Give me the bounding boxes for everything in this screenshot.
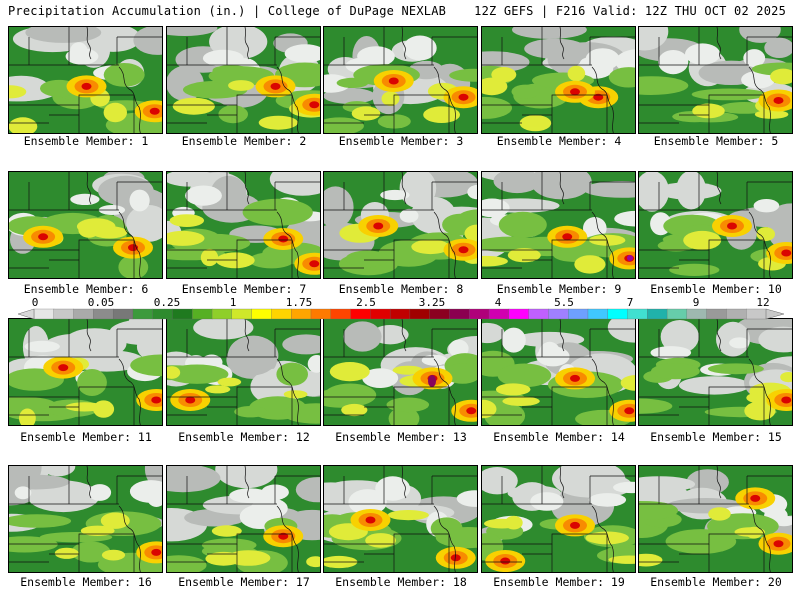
- colorbar-cell: [33, 308, 55, 320]
- member-caption: Ensemble Member: 4: [496, 134, 622, 148]
- colorbar-cell: [211, 308, 233, 320]
- member-caption: Ensemble Member: 14: [493, 430, 625, 444]
- colorbar-cell: [607, 308, 628, 320]
- member-caption: Ensemble Member: 15: [650, 430, 782, 444]
- member-map-20: [638, 465, 793, 573]
- colorbar-cell: [488, 308, 510, 320]
- member-caption: Ensemble Member: 9: [496, 282, 622, 296]
- colorbar-cell: [647, 308, 668, 320]
- precip-colorbar: [17, 308, 785, 320]
- colorbar-right-arrow: [765, 308, 785, 320]
- colorbar-cell: [251, 308, 272, 320]
- member-map-17: [166, 465, 321, 573]
- member-caption: Ensemble Member: 3: [338, 134, 464, 148]
- colorbar-cell: [469, 308, 490, 320]
- member-map-4: [481, 26, 636, 134]
- colorbar-cell: [291, 308, 312, 320]
- colorbar-tick-label: 7: [626, 296, 634, 309]
- colorbar-cell: [706, 308, 727, 320]
- member-caption: Ensemble Member: 17: [178, 575, 310, 589]
- colorbar-tick-label: 3.25: [418, 296, 446, 309]
- colorbar-tick-label: 5.5: [554, 296, 574, 309]
- member-caption: Ensemble Member: 16: [20, 575, 152, 589]
- colorbar-cell: [192, 308, 213, 320]
- colorbar-cell: [627, 308, 648, 320]
- member-map-18: [323, 465, 478, 573]
- colorbar-cell: [568, 308, 589, 320]
- member-map-7: [166, 171, 321, 279]
- member-caption: Ensemble Member: 8: [338, 282, 464, 296]
- member-map-1: [8, 26, 163, 134]
- colorbar-cell: [350, 308, 371, 320]
- colorbar-tick-label: 12: [756, 296, 770, 309]
- member-map-9: [481, 171, 636, 279]
- colorbar-cell: [409, 308, 431, 320]
- colorbar-cell: [172, 308, 193, 320]
- colorbar-tick-label: 2.5: [356, 296, 376, 309]
- colorbar-cell: [508, 308, 530, 320]
- colorbar-cell: [231, 308, 253, 320]
- member-caption: Ensemble Member: 11: [20, 430, 152, 444]
- colorbar-cell: [152, 308, 173, 320]
- member-map-3: [323, 26, 478, 134]
- member-caption: Ensemble Member: 18: [335, 575, 467, 589]
- colorbar-tick-label: 0: [31, 296, 39, 309]
- colorbar-cell: [686, 308, 708, 320]
- member-caption: Ensemble Member: 13: [335, 430, 467, 444]
- colorbar-tick-label: 4: [494, 296, 502, 309]
- colorbar-cell: [132, 308, 154, 320]
- member-caption: Ensemble Member: 10: [650, 282, 782, 296]
- member-map-8: [323, 171, 478, 279]
- colorbar-tick-label: 1.75: [285, 296, 313, 309]
- colorbar-left-arrow: [17, 308, 35, 320]
- member-map-12: [166, 318, 321, 426]
- colorbar-cell: [271, 308, 292, 320]
- member-caption: Ensemble Member: 6: [23, 282, 149, 296]
- member-map-5: [638, 26, 793, 134]
- colorbar-tick-label: 0.05: [87, 296, 115, 309]
- page-title: Precipitation Accumulation (in.) | Colle…: [8, 4, 447, 18]
- member-map-15: [638, 318, 793, 426]
- colorbar-cell: [112, 308, 134, 320]
- colorbar-tick-label: 0.25: [153, 296, 181, 309]
- colorbar-cell: [449, 308, 470, 320]
- valid-time: 12Z GEFS | F216 Valid: 12Z THU OCT 02 20…: [474, 4, 786, 18]
- colorbar-cell: [53, 308, 75, 320]
- colorbar-cell: [310, 308, 332, 320]
- member-map-13: [323, 318, 478, 426]
- member-map-11: [8, 318, 163, 426]
- member-caption: Ensemble Member: 19: [493, 575, 625, 589]
- colorbar-cell: [370, 308, 391, 320]
- member-caption: Ensemble Member: 1: [23, 134, 149, 148]
- colorbar-cell: [93, 308, 114, 320]
- member-map-16: [8, 465, 163, 573]
- colorbar-cell: [548, 308, 569, 320]
- member-map-2: [166, 26, 321, 134]
- colorbar-cell: [429, 308, 450, 320]
- colorbar-tick-label: 9: [692, 296, 700, 309]
- colorbar-cell: [330, 308, 351, 320]
- colorbar-cell: [389, 308, 411, 320]
- member-caption: Ensemble Member: 7: [181, 282, 307, 296]
- member-map-6: [8, 171, 163, 279]
- colorbar-cell: [726, 308, 747, 320]
- colorbar-tick-label: 1: [229, 296, 237, 309]
- colorbar-cell: [587, 308, 609, 320]
- member-caption: Ensemble Member: 12: [178, 430, 310, 444]
- colorbar-cell: [666, 308, 688, 320]
- member-map-14: [481, 318, 636, 426]
- member-caption: Ensemble Member: 2: [181, 134, 307, 148]
- member-caption: Ensemble Member: 5: [653, 134, 779, 148]
- member-caption: Ensemble Member: 20: [650, 575, 782, 589]
- colorbar-cell: [73, 308, 94, 320]
- member-map-10: [638, 171, 793, 279]
- colorbar-cell: [528, 308, 549, 320]
- colorbar-cell: [746, 308, 767, 320]
- member-map-19: [481, 465, 636, 573]
